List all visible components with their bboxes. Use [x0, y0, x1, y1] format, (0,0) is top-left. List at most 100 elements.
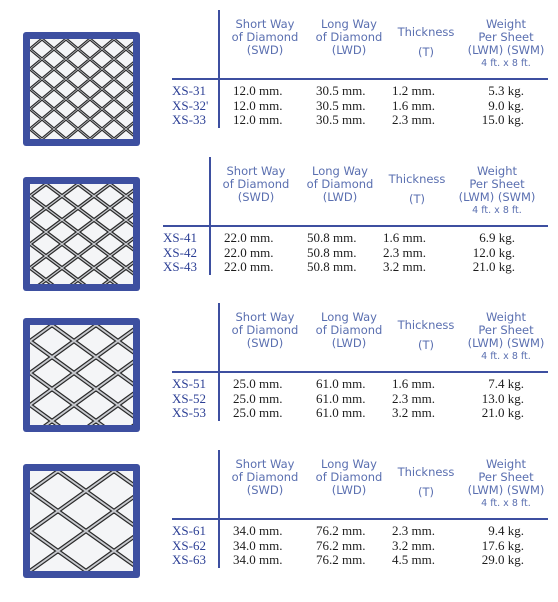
- weight-value: 17.6 kg.: [481, 537, 524, 553]
- table-divider-horizontal: [172, 78, 548, 80]
- mesh-swatch: [23, 318, 140, 432]
- swd-value: 34.0 mm.: [233, 523, 283, 538]
- product-code: XS-31: [172, 83, 206, 98]
- thickness-value: 2.3 mm.: [392, 390, 435, 406]
- weight-value: 12.0 kg.: [472, 244, 515, 260]
- header-sheet-size: 4 ft. x 8 ft.: [481, 498, 531, 509]
- lwd-value: 76.2 mm.: [316, 523, 366, 538]
- header-sheet-size: 4 ft. x 8 ft.: [481, 58, 531, 69]
- header-swd: Short Way of Diamond (SWD): [231, 310, 299, 350]
- product-code: XS-33: [172, 112, 206, 127]
- table-divider-vertical: [218, 450, 220, 568]
- lwd-value: 76.2 mm.: [316, 537, 366, 553]
- swd-value: 25.0 mm.: [233, 390, 283, 406]
- header-thickness-unit: (T): [418, 45, 434, 59]
- weight-value: 13.0 kg.: [481, 390, 524, 406]
- mesh-swatch: [23, 32, 140, 146]
- header-weight: Weight Per Sheet (LWM) (SWM): [467, 17, 545, 57]
- table-divider-vertical: [209, 157, 211, 275]
- swd-value: 22.0 mm.: [224, 230, 274, 245]
- spec-block-3: Short Way of Diamond (SWD) Long Way of Di…: [0, 303, 558, 443]
- mesh-swatch-icon: [23, 32, 140, 146]
- lwd-value: 61.0 mm.: [316, 376, 366, 391]
- mesh-swatch: [23, 464, 140, 578]
- table-divider-horizontal: [172, 518, 548, 520]
- product-code: XS-61: [172, 523, 206, 538]
- lwd-value: 30.5 mm.: [316, 97, 366, 113]
- product-code: XS-52: [172, 390, 206, 406]
- spec-block-2: Short Way of Diamond (SWD) Long Way of Di…: [0, 157, 558, 297]
- product-code: XS-63: [172, 552, 206, 567]
- header-lwd: Long Way of Diamond (LWD): [315, 457, 383, 497]
- header-sheet-size: 4 ft. x 8 ft.: [481, 351, 531, 362]
- product-code: XS-32': [172, 97, 209, 113]
- header-sheet-size: 4 ft. x 8 ft.: [472, 205, 522, 216]
- swd-value: 34.0 mm.: [233, 537, 283, 553]
- weight-value: 6.9 kg.: [479, 230, 515, 245]
- thickness-value: 2.3 mm.: [392, 112, 435, 127]
- thickness-value: 1.2 mm.: [392, 83, 435, 98]
- header-weight: Weight Per Sheet (LWM) (SWM): [467, 457, 545, 497]
- product-code: XS-53: [172, 405, 206, 420]
- header-swd: Short Way of Diamond (SWD): [231, 17, 299, 57]
- thickness-value: 4.5 mm.: [392, 552, 435, 567]
- mesh-swatch: [23, 177, 140, 291]
- thickness-value: 2.3 mm.: [383, 244, 426, 260]
- thickness-value: 1.6 mm.: [392, 97, 435, 113]
- weight-value: 5.3 kg.: [488, 83, 524, 98]
- lwd-value: 30.5 mm.: [316, 83, 366, 98]
- header-thickness: Thickness: [388, 172, 446, 186]
- table-divider-vertical: [218, 303, 220, 421]
- spec-block-4: Short Way of Diamond (SWD) Long Way of Di…: [0, 450, 558, 590]
- header-lwd: Long Way of Diamond (LWD): [315, 310, 383, 350]
- lwd-value: 61.0 mm.: [316, 405, 366, 420]
- lwd-value: 61.0 mm.: [316, 390, 366, 406]
- thickness-value: 3.2 mm.: [383, 259, 426, 274]
- thickness-value: 1.6 mm.: [392, 376, 435, 391]
- header-thickness-unit: (T): [418, 338, 434, 352]
- header-swd: Short Way of Diamond (SWD): [222, 164, 290, 204]
- thickness-value: 3.2 mm.: [392, 405, 435, 420]
- header-weight: Weight Per Sheet (LWM) (SWM): [467, 310, 545, 350]
- swd-value: 25.0 mm.: [233, 405, 283, 420]
- weight-value: 21.0 kg.: [472, 259, 515, 274]
- header-lwd: Long Way of Diamond (LWD): [315, 17, 383, 57]
- header-thickness: Thickness: [397, 465, 455, 479]
- lwd-value: 50.8 mm.: [307, 230, 357, 245]
- weight-value: 29.0 kg.: [481, 552, 524, 567]
- header-lwd: Long Way of Diamond (LWD): [306, 164, 374, 204]
- product-code: XS-42: [163, 244, 197, 260]
- swd-value: 12.0 mm.: [233, 83, 283, 98]
- product-code: XS-62: [172, 537, 206, 553]
- weight-value: 21.0 kg.: [481, 405, 524, 420]
- swd-value: 12.0 mm.: [233, 112, 283, 127]
- weight-value: 15.0 kg.: [481, 112, 524, 127]
- swd-value: 12.0 mm.: [233, 97, 283, 113]
- header-weight: Weight Per Sheet (LWM) (SWM): [458, 164, 536, 204]
- weight-value: 7.4 kg.: [488, 376, 524, 391]
- lwd-value: 50.8 mm.: [307, 259, 357, 274]
- mesh-swatch-icon: [23, 318, 140, 432]
- product-code: XS-51: [172, 376, 206, 391]
- mesh-swatch-icon: [23, 177, 140, 291]
- lwd-value: 76.2 mm.: [316, 552, 366, 567]
- swd-value: 34.0 mm.: [233, 552, 283, 567]
- weight-value: 9.4 kg.: [488, 523, 524, 538]
- header-thickness-unit: (T): [418, 485, 434, 499]
- header-thickness: Thickness: [397, 25, 455, 39]
- lwd-value: 30.5 mm.: [316, 112, 366, 127]
- swd-value: 25.0 mm.: [233, 376, 283, 391]
- mesh-swatch-icon: [23, 464, 140, 578]
- product-code: XS-43: [163, 259, 197, 274]
- thickness-value: 2.3 mm.: [392, 523, 435, 538]
- weight-value: 9.0 kg.: [488, 97, 524, 113]
- table-divider-horizontal: [172, 371, 548, 373]
- spec-block-1: Short Way of Diamond (SWD) Long Way of Di…: [0, 10, 558, 150]
- swd-value: 22.0 mm.: [224, 244, 274, 260]
- swd-value: 22.0 mm.: [224, 259, 274, 274]
- thickness-value: 1.6 mm.: [383, 230, 426, 245]
- table-divider-vertical: [218, 10, 220, 128]
- table-divider-horizontal: [163, 225, 548, 227]
- header-thickness-unit: (T): [409, 192, 425, 206]
- lwd-value: 50.8 mm.: [307, 244, 357, 260]
